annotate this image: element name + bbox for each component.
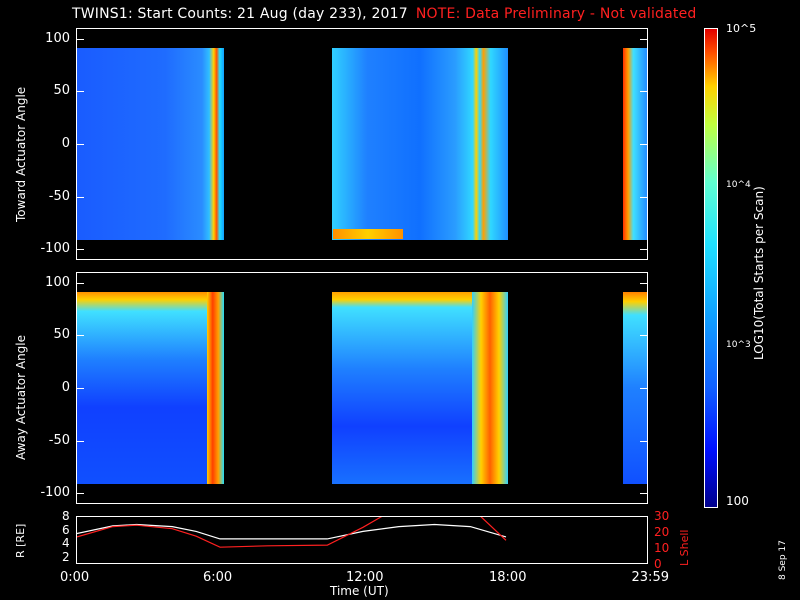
heatmap-segment: [472, 292, 508, 484]
heatmap-segment: [333, 229, 403, 239]
y-tick: [640, 335, 648, 337]
y-tick: [640, 38, 648, 40]
y-tick-label: -100: [40, 241, 70, 257]
colorbar-tick: 10^3: [726, 340, 751, 350]
x-axis-label: Time (UT): [330, 584, 389, 598]
y-tick: [76, 249, 84, 251]
date-stamp: 8 Sep 17: [778, 540, 788, 580]
y-tick-label: -50: [48, 188, 70, 204]
ephemeris-line: [77, 523, 507, 540]
x-tick-label: 12:00: [346, 570, 384, 585]
right-tick-label: 30: [654, 509, 670, 523]
y-tick: [76, 388, 84, 389]
title-text: TWINS1: Start Counts: 21 Aug (day 233), …: [72, 6, 408, 22]
colorbar-tick: 10^4: [726, 180, 751, 190]
y-tick: [76, 440, 84, 442]
y-tick: [76, 144, 84, 145]
ephemeris-panel: [76, 516, 648, 564]
y-tick: [640, 144, 648, 145]
y-tick-label: -100: [40, 485, 70, 501]
x-tick-label: 18:00: [489, 570, 527, 585]
y-tick-label: 0: [61, 136, 70, 151]
y-tick: [76, 335, 84, 337]
y-tick: [640, 493, 648, 495]
chart-title: TWINS1: Start Counts: 21 Aug (day 233), …: [72, 6, 697, 22]
y-tick-label: 50: [53, 327, 70, 343]
colorbar-label: LOG10(Total Starts per Scan): [752, 186, 766, 360]
right-tick-label: 0: [654, 557, 662, 571]
colorbar-tick: 100: [726, 494, 749, 508]
right-tick-label: 10: [654, 541, 670, 555]
x-tick-label: 0:00: [60, 570, 90, 585]
right-axis-label-lshell: L Shell: [678, 529, 691, 566]
y-tick-label: 100: [45, 274, 70, 290]
heatmap-segment: [77, 48, 224, 240]
right-tick-label: 20: [654, 525, 670, 539]
left-tick-label: 2: [62, 550, 70, 565]
ephemeris-line: [77, 517, 507, 548]
y-tick-label: 0: [61, 380, 70, 395]
y-axis-label-toward: Toward Actuator Angle: [14, 86, 28, 222]
y-tick: [640, 388, 648, 389]
left-axis-label-r: R [RE]: [14, 523, 27, 558]
x-tick-label: 6:00: [203, 570, 233, 585]
away-angle-spectrogram: [76, 272, 648, 504]
y-tick: [640, 282, 648, 284]
y-tick-label: 50: [53, 83, 70, 99]
colorbar-tick: 10^5: [726, 22, 757, 35]
left-tick-label: 8: [62, 509, 70, 523]
y-tick: [76, 38, 84, 40]
ephemeris-plot: [77, 517, 507, 548]
left-tick-label: 6: [62, 522, 70, 537]
y-tick: [640, 440, 648, 442]
x-tick-label: 23:59: [631, 570, 669, 585]
preliminary-note: NOTE: Data Preliminary - Not validated: [415, 6, 697, 22]
heatmap-segment: [207, 292, 224, 484]
y-tick: [76, 493, 84, 495]
left-tick-label: 4: [62, 536, 70, 551]
y-tick: [76, 196, 84, 198]
y-tick: [640, 249, 648, 251]
heatmap-segment: [332, 48, 508, 240]
toward-angle-spectrogram: [76, 28, 648, 260]
y-axis-label-away: Away Actuator Angle: [14, 334, 28, 460]
y-tick-label: 100: [45, 30, 70, 46]
heatmap-segment: [77, 292, 224, 484]
y-tick: [640, 196, 648, 198]
y-tick: [76, 91, 84, 93]
y-tick: [76, 282, 84, 284]
colorbar: [704, 28, 718, 508]
y-tick-label: -50: [48, 432, 70, 448]
y-tick: [640, 91, 648, 93]
